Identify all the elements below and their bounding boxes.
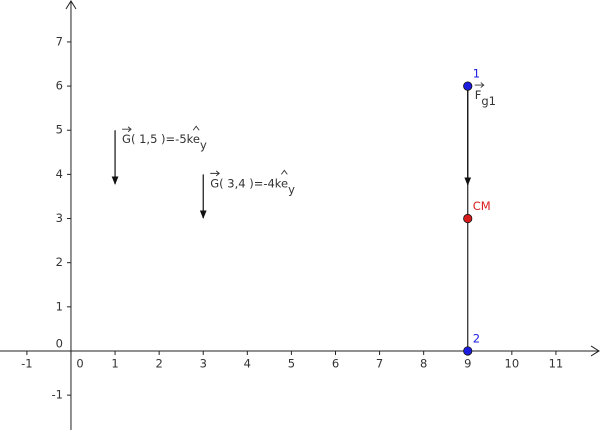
y-tick-label: 3	[56, 211, 63, 225]
y-tick-label: 6	[56, 79, 63, 93]
x-tick-label: 1	[111, 356, 118, 370]
point	[463, 81, 473, 91]
x-tick-label: 9	[464, 356, 471, 370]
vector-label: G( 1,5 )=-5key	[122, 132, 207, 152]
x-tick-label: 0	[76, 356, 83, 370]
x-axis-arrow	[590, 345, 600, 357]
x-tick-label: 2	[155, 356, 162, 370]
y-tick-label: 7	[56, 34, 63, 48]
x-tick-label: 11	[549, 356, 564, 370]
point-label: 1	[473, 67, 480, 81]
point	[463, 213, 473, 224]
vector-label-main: G( 3,4 )=-4ke	[210, 176, 288, 190]
y-tick-label: -1	[52, 388, 63, 402]
x-tick-label: -1	[21, 356, 32, 370]
x-tick-label: 4	[244, 356, 251, 370]
x-tick-label: 3	[200, 356, 207, 370]
y-tick-label: 1	[56, 299, 63, 313]
y-axis-arrow	[65, 0, 77, 10]
x-tick-label: 7	[376, 356, 383, 370]
x-tick-label: 10	[505, 356, 520, 370]
point-label: CM	[473, 199, 491, 213]
point	[463, 346, 473, 356]
unit-hat	[192, 125, 200, 131]
y-tick-label: 4	[56, 167, 63, 181]
x-tick-label: 8	[420, 356, 427, 370]
x-tick-label: 5	[288, 356, 295, 370]
vector-label: Fg1	[475, 88, 496, 108]
y-tick-label: 0	[56, 336, 63, 350]
y-tick-label: 2	[56, 255, 63, 269]
vector-overarrow	[474, 82, 485, 88]
vector-overarrow	[122, 126, 132, 133]
vector-label-sub: y	[200, 138, 207, 152]
vector-label-sub: g1	[481, 94, 496, 108]
x-tick-label: 6	[332, 356, 339, 370]
point-label: 2	[473, 331, 480, 345]
vector-label: G( 3,4 )=-4key	[210, 176, 295, 196]
vector-label-main: F	[475, 88, 482, 102]
vector-overarrow	[210, 170, 220, 177]
y-tick-label: 5	[56, 123, 63, 137]
unit-hat	[280, 169, 288, 175]
vector-label-main: G( 1,5 )=-5ke	[122, 132, 200, 146]
vector-label-sub: y	[288, 182, 295, 196]
